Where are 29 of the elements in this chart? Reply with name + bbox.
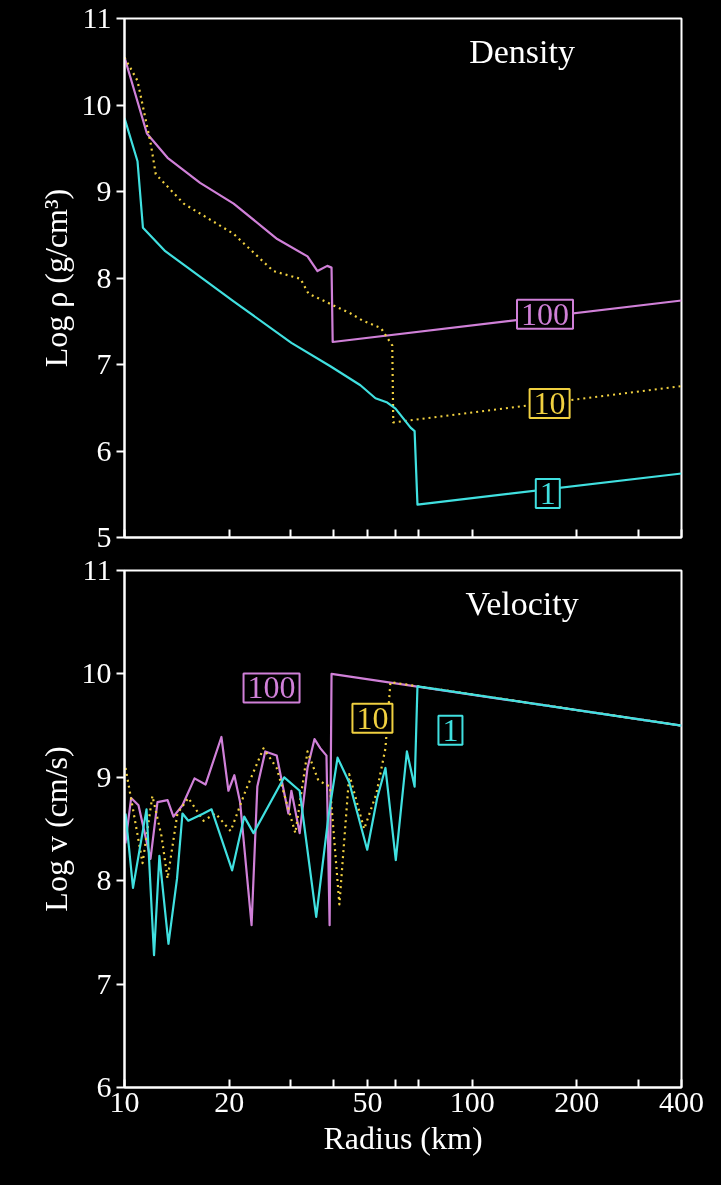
y-tick-label: 9 — [96, 174, 112, 207]
y-axis-title: Log v (cm/s) — [37, 746, 74, 912]
annotation: 1 — [539, 474, 556, 511]
y-tick-label: 7 — [96, 347, 112, 380]
chart-title: Density — [469, 32, 575, 70]
y-tick-label: 10 — [81, 656, 112, 690]
y-tick-label: 10 — [81, 87, 112, 121]
annotation: 10 — [533, 384, 566, 421]
x-axis-title: Radius (km) — [323, 1119, 483, 1156]
x-tick-label: 400 — [659, 1084, 704, 1118]
annotation: 100 — [521, 295, 570, 332]
y-tick-label: 8 — [96, 863, 112, 897]
annotation: 1 — [442, 711, 459, 748]
y-tick-label: 11 — [82, 553, 112, 586]
annotation: 100 — [247, 669, 296, 706]
x-tick-label: 200 — [554, 1084, 600, 1118]
y-tick-label: 8 — [96, 260, 112, 294]
y-tick-label: 9 — [96, 759, 112, 793]
y-tick-label: 6 — [96, 433, 112, 467]
y-tick-label: 5 — [96, 520, 112, 553]
y-axis-title: Log ρ (g/cm³) — [37, 188, 74, 368]
y-tick-label: 6 — [96, 1070, 112, 1103]
annotation: 10 — [356, 699, 389, 736]
y-tick-label: 11 — [82, 1, 112, 34]
x-tick-label: 20 — [214, 1084, 245, 1118]
x-tick-label: 50 — [352, 1084, 383, 1118]
chart-title: Velocity — [465, 584, 579, 622]
x-tick-label: 100 — [449, 1084, 495, 1118]
y-tick-label: 7 — [96, 966, 112, 1000]
